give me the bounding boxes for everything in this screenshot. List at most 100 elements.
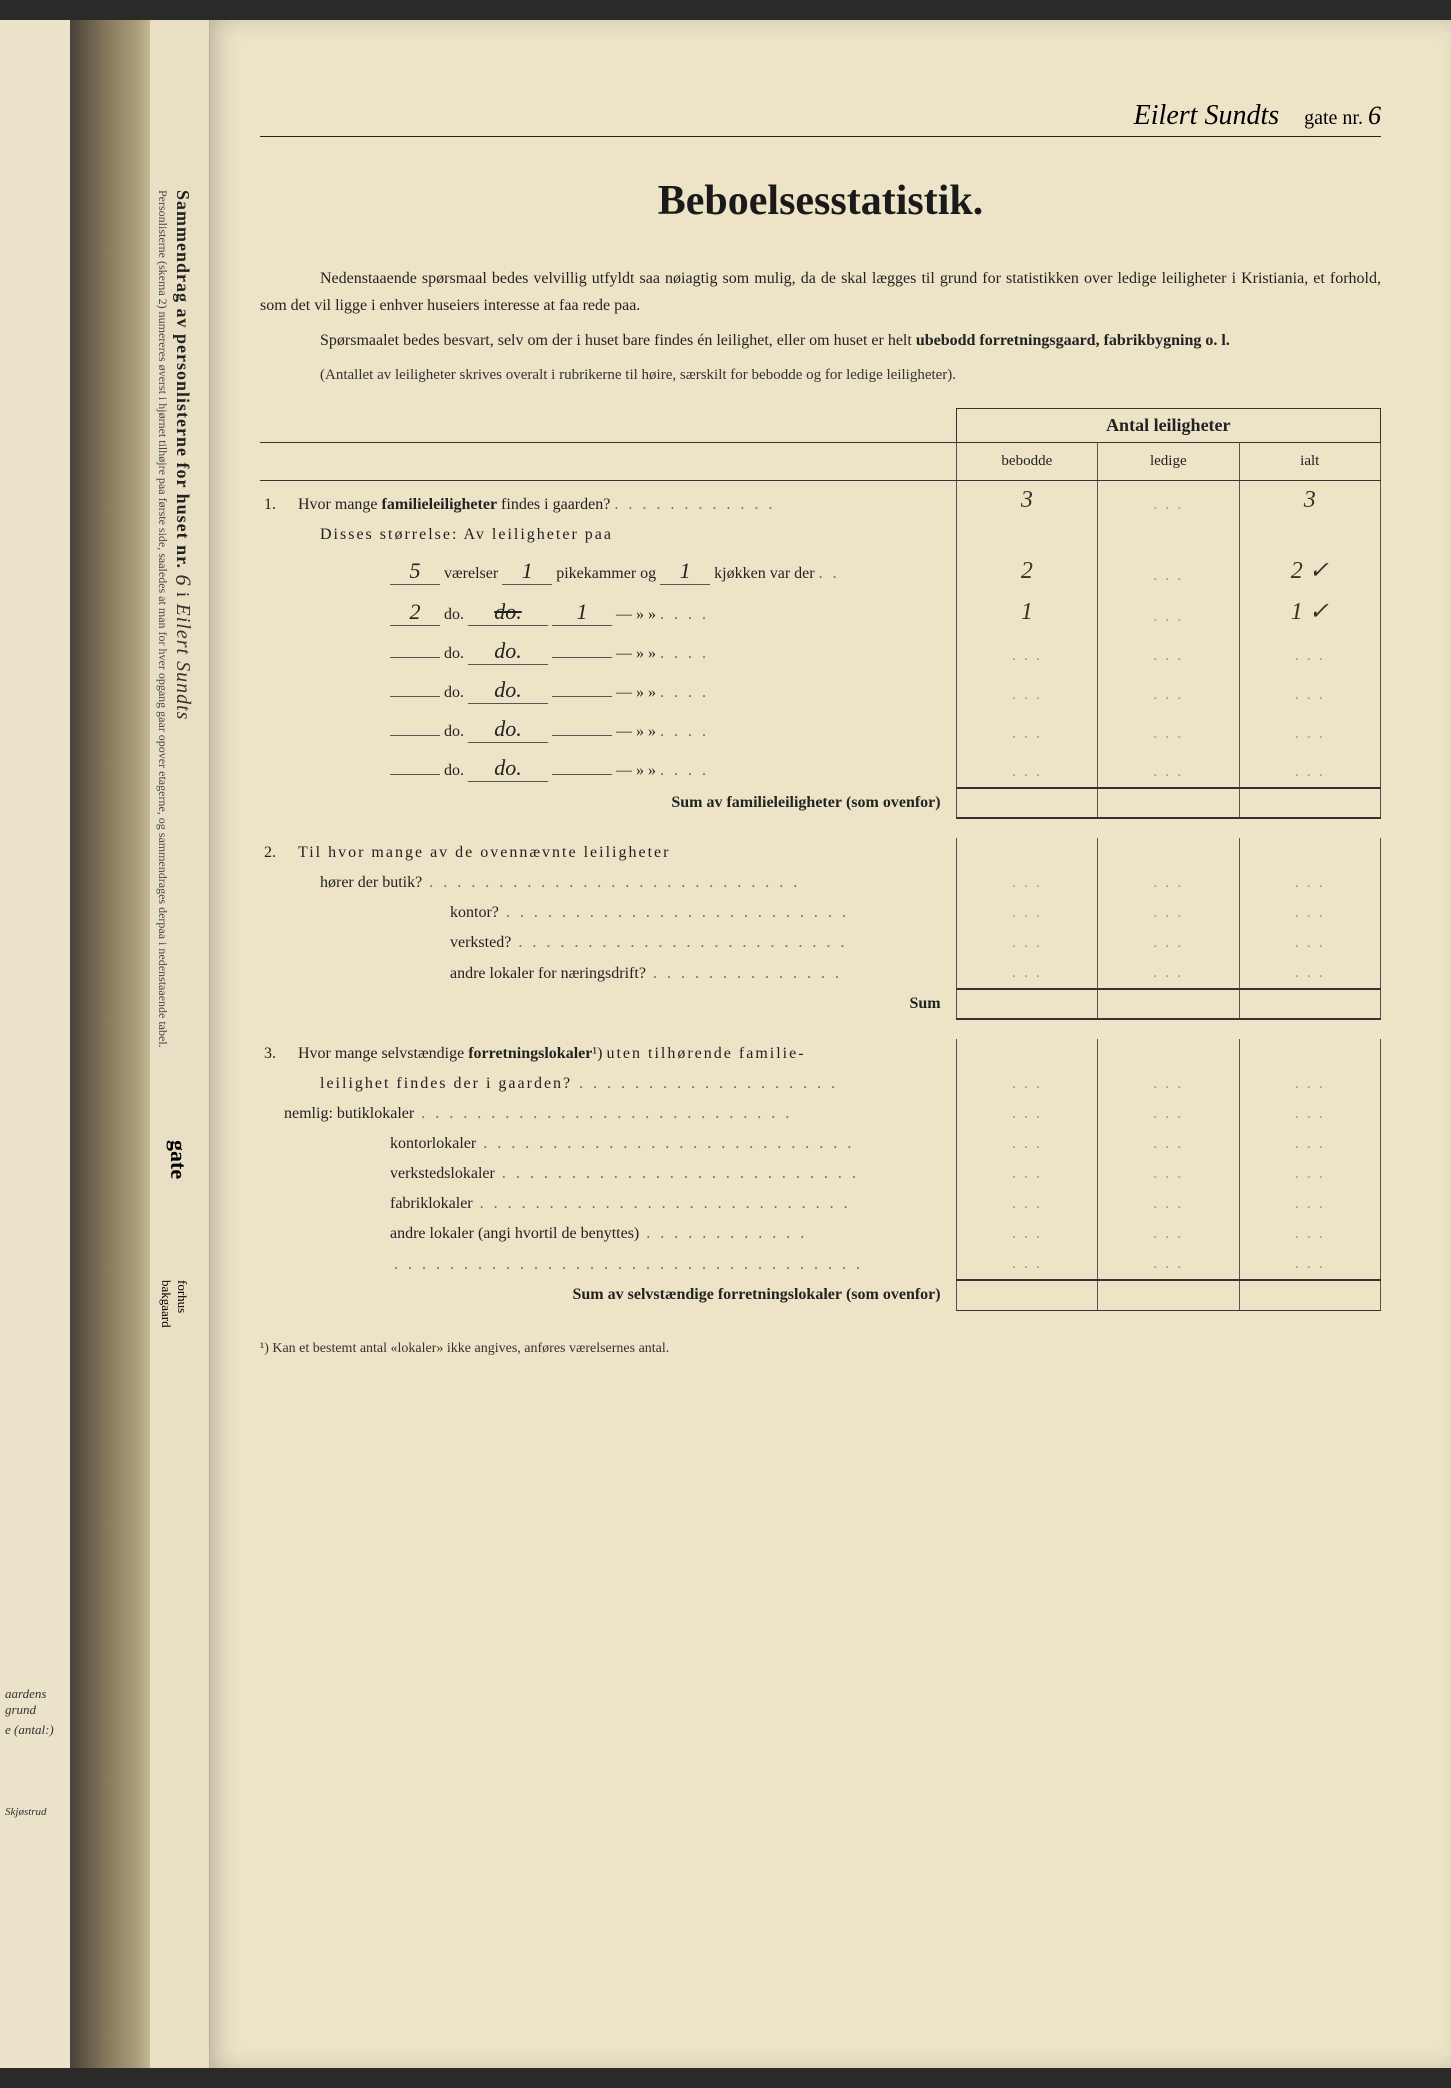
q3-sum-row: Sum av selvstændige forretningslokaler (… xyxy=(260,1280,1381,1310)
dots: . . . . . . . . . . . . . . . . . . . . … xyxy=(476,1135,854,1152)
vaer-1: 2 xyxy=(390,599,440,626)
q2-sum-row: Sum xyxy=(260,989,1381,1019)
pike-0: 1 xyxy=(502,558,552,585)
q3-blank-row: . . . . . . . . . . . . . . . . . . . . … xyxy=(260,1249,1381,1280)
q3-line-2: verkstedslokaler . . . . . . . . . . . .… xyxy=(260,1159,1381,1189)
vlbl-1: do. xyxy=(444,606,464,623)
kjok-0: 1 xyxy=(660,558,710,585)
dots: . . . xyxy=(1153,725,1183,742)
dots: . . . xyxy=(1295,1075,1325,1092)
q2-l3: andre lokaler for næringsdrift? xyxy=(450,965,646,982)
antal-label: e (antal:) xyxy=(5,1722,54,1738)
klbl-1: — » » xyxy=(616,606,656,623)
q3-l2: verkstedslokaler xyxy=(390,1165,495,1182)
header-line: Eilert Sundts gate nr. 6 xyxy=(260,100,1381,137)
dots: . . . xyxy=(1012,686,1042,703)
q1-num: 1. xyxy=(264,496,294,514)
dots: . . . xyxy=(1153,1225,1183,1242)
dots: . . . xyxy=(1012,1075,1042,1092)
dots: . . . . . . . . . . . . . . . . . . . . … xyxy=(473,1195,851,1212)
dots: . . . xyxy=(1153,934,1183,951)
dots: . . . xyxy=(1295,1225,1325,1242)
dots: . . . xyxy=(1153,1105,1183,1122)
q3-row-a: 3. Hvor mange selvstændige forretningslo… xyxy=(260,1039,1381,1069)
vlbl-5: do. xyxy=(444,762,464,779)
sidebar-i: i xyxy=(173,592,193,598)
q1-size-row-5: do. do. — » » . . . . . . . . . . . . . xyxy=(260,749,1381,788)
dots: . . . xyxy=(1153,1255,1183,1272)
dots: . . . . . . . . . . . . . . . . . . . . … xyxy=(422,874,800,891)
street-name: Eilert Sundts xyxy=(1134,100,1279,131)
dots: . . . xyxy=(1012,1135,1042,1152)
q3-line-3: fabriklokaler . . . . . . . . . . . . . … xyxy=(260,1189,1381,1219)
dots: . . . . . . . . . . . . . . xyxy=(646,965,842,982)
b-1: 1 xyxy=(1021,599,1033,625)
dots: . . . xyxy=(1012,725,1042,742)
dots: . . . xyxy=(1012,874,1042,891)
left-partial-content: aardens grund e (antal:) Skjøstrud xyxy=(0,20,70,2068)
klbl-3: — » » xyxy=(616,684,656,701)
i-0: 2 ✓ xyxy=(1291,558,1329,584)
dots: . . . . xyxy=(660,606,709,623)
dots: . . . . xyxy=(660,645,709,662)
q3-text-b: leilighet findes der i gaarden? xyxy=(320,1075,572,1092)
klbl-0: kjøkken var der xyxy=(714,565,814,582)
left-page-fragment: aardens grund e (antal:) Skjøstrud xyxy=(0,20,70,2068)
q3-l0: butiklokaler xyxy=(337,1105,414,1122)
dots: . . . xyxy=(1153,686,1183,703)
vlbl-4: do. xyxy=(444,723,464,740)
q1-sum: Sum av familieleiligheter (som ovenfor) xyxy=(671,794,940,811)
q3-l4: andre lokaler (angi hvortil de benyttes) xyxy=(390,1225,639,1242)
dots: . . . xyxy=(1153,1075,1183,1092)
dots: . . . xyxy=(1295,934,1325,951)
q3-row-b: leilighet findes der i gaarden? . . . . … xyxy=(260,1069,1381,1099)
dots: . . . xyxy=(1153,608,1183,625)
col-bebodde: bebodde xyxy=(956,443,1097,481)
vaer-5 xyxy=(390,774,440,775)
vaer-3 xyxy=(390,696,440,697)
grund-label: aardens grund xyxy=(5,1686,70,1718)
dots: . . . xyxy=(1012,647,1042,664)
dots: . . . xyxy=(1295,964,1325,981)
q1-text: Hvor mange familieleiligheter findes i g… xyxy=(298,496,610,513)
dots: . . . . . . . . . . . . . . . . . . . . … xyxy=(414,1105,792,1122)
vlbl-3: do. xyxy=(444,684,464,701)
dots: . . . xyxy=(1295,763,1325,780)
dots: . . . xyxy=(1153,1195,1183,1212)
dots: . . . xyxy=(1295,904,1325,921)
dots: . . . xyxy=(1012,1195,1042,1212)
q1-sum-row: Sum av familieleiligheter (som ovenfor) xyxy=(260,788,1381,818)
q1-size-row-0: 5 værelser 1 pikekammer og 1 kjøkken var… xyxy=(260,550,1381,591)
nemlig: nemlig: xyxy=(284,1105,333,1122)
q2-num: 2. xyxy=(264,844,294,862)
dots: . . . xyxy=(1153,496,1183,513)
page-wrap: aardens grund e (antal:) Skjøstrud Perso… xyxy=(0,20,1451,2068)
intro-p2a: Spørsmaalet bedes besvart, selv om der i… xyxy=(320,332,916,349)
book-spine xyxy=(70,20,150,2068)
q2-line-1: kontor? . . . . . . . . . . . . . . . . … xyxy=(260,898,1381,928)
vertical-sidebar: Personlisterne (skema 2) numereres øvers… xyxy=(150,20,210,2068)
klbl-2: — » » xyxy=(616,645,656,662)
dots: . . . xyxy=(1295,874,1325,891)
q2-line-3: andre lokaler for næringsdrift? . . . . … xyxy=(260,958,1381,989)
pike-1: do. xyxy=(468,599,548,626)
vaer-0: 5 xyxy=(390,558,440,585)
gate-label: gate nr. xyxy=(1304,107,1363,129)
q3-num: 3. xyxy=(264,1045,294,1063)
main-page: Eilert Sundts gate nr. 6 Beboelsesstatis… xyxy=(210,20,1451,2068)
subheader-row: bebodde ledige ialt xyxy=(260,443,1381,481)
q3-line-4: andre lokaler (angi hvortil de benyttes)… xyxy=(260,1219,1381,1249)
sidebar-street: Eilert Sundts xyxy=(172,604,194,721)
dots: . . . xyxy=(1295,647,1325,664)
sidebar-forhus: forhus bakgaard xyxy=(158,1280,190,1328)
dots: . . . xyxy=(1153,647,1183,664)
dots: . . xyxy=(819,565,840,582)
kjok-4 xyxy=(552,735,612,736)
q2-line-2: verksted? . . . . . . . . . . . . . . . … xyxy=(260,928,1381,958)
vlbl-0: værelser xyxy=(444,565,498,582)
dots: . . . . xyxy=(660,723,709,740)
dots: . . . xyxy=(1153,904,1183,921)
q3-l1: kontorlokaler xyxy=(390,1135,476,1152)
dots: . . . xyxy=(1295,1255,1325,1272)
signature: Skjøstrud xyxy=(5,1806,47,1818)
